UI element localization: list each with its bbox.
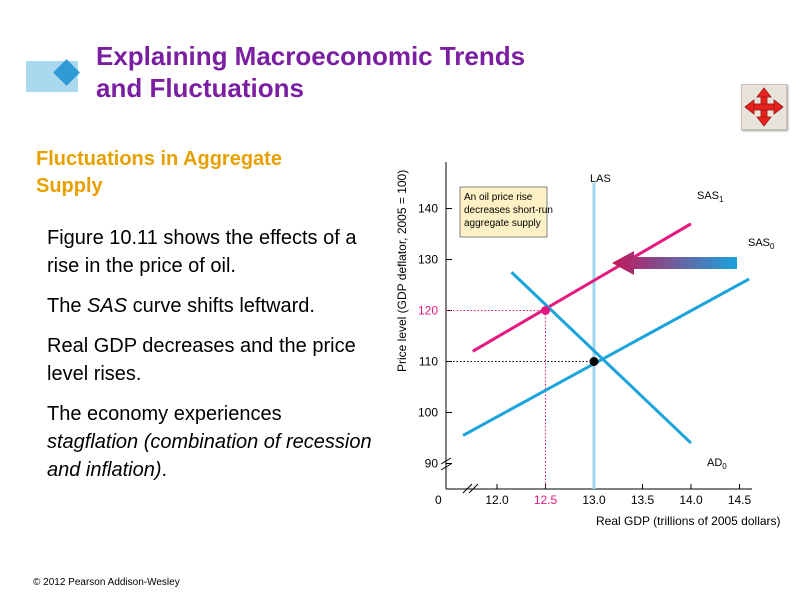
origin-label: 0 (435, 493, 442, 507)
x-tick-label: 13.5 (631, 493, 655, 507)
curve-label-sas0: SAS0 (748, 237, 775, 251)
page-title-line-2: and Fluctuations (96, 73, 304, 103)
x-tick-label: 13.0 (582, 493, 606, 507)
y-tick-label: 100 (418, 406, 438, 420)
annotation-text: An oil price rise decreases short-run aggr… (464, 192, 553, 229)
bullet-item: Figure 10.11 shows the effects of a rise… (47, 224, 377, 280)
y-tick-label: 90 (425, 457, 439, 471)
curve-ad0 (510, 271, 693, 445)
section-subtitle: Fluctuations in Aggregate Supply (36, 146, 282, 200)
curve-label-las: LAS (590, 173, 611, 185)
y-tick-label: 130 (418, 253, 438, 267)
annotation-box (459, 186, 548, 238)
curve-sas0 (462, 277, 750, 437)
bullet-text: curve shifts leftward. (127, 295, 315, 317)
x-tick-label: 12.0 (485, 493, 509, 507)
bullet-text: The economy experiences (47, 403, 282, 425)
x-axis-title: Real GDP (trillions of 2005 dollars) (596, 514, 781, 528)
bullet-item: Real GDP decreases and the price level r… (47, 332, 377, 388)
curve-sas1 (471, 222, 692, 353)
y-tick-label: 120 (418, 304, 438, 318)
x-axis-break (462, 483, 479, 494)
x-tick-label: 14.5 (728, 493, 752, 507)
bullet-text: The (47, 295, 88, 317)
nav-button[interactable] (741, 84, 787, 130)
bullet-item: The economy experiences stagflation (com… (47, 400, 377, 484)
bullet-text: Real GDP decreases and the price level r… (47, 335, 356, 385)
page-title: Explaining Macroeconomic Trends and Fluc… (96, 40, 525, 104)
equilibrium-point-new (541, 306, 550, 315)
bullet-list: Figure 10.11 shows the effects of a rise… (47, 224, 377, 496)
emphasis-text: SAS (87, 295, 128, 317)
y-tick-label: 110 (419, 355, 438, 369)
x-tick-label: 14.0 (679, 493, 703, 507)
four-way-arrows-icon (744, 87, 784, 127)
bullet-item: The SAS curve shifts leftward. (47, 292, 377, 320)
bullet-text: . (161, 459, 168, 481)
shift-arrow (612, 251, 737, 275)
curve-label-ad0: AD0 (707, 457, 727, 471)
bullet-text: Figure 10.11 shows the effects of a rise… (47, 227, 357, 277)
section-subtitle-line-2: Supply (36, 175, 103, 197)
page-title-line-1: Explaining Macroeconomic Trends (96, 41, 526, 71)
section-subtitle-line-1: Fluctuations in Aggregate (36, 148, 282, 170)
y-axis-break (440, 457, 452, 471)
emphasis-text: stagflation (combination of recession an… (47, 431, 372, 481)
x-tick-label: 12.5 (534, 493, 558, 507)
y-tick-label: 140 (418, 202, 438, 216)
copyright-notice: © 2012 Pearson Addison-Wesley (33, 577, 180, 588)
curve-label-sas1: SAS1 (697, 190, 724, 204)
equilibrium-point-initial (589, 357, 599, 366)
y-axis-title: Price level (GDP deflator, 2005 = 100) (395, 170, 409, 372)
